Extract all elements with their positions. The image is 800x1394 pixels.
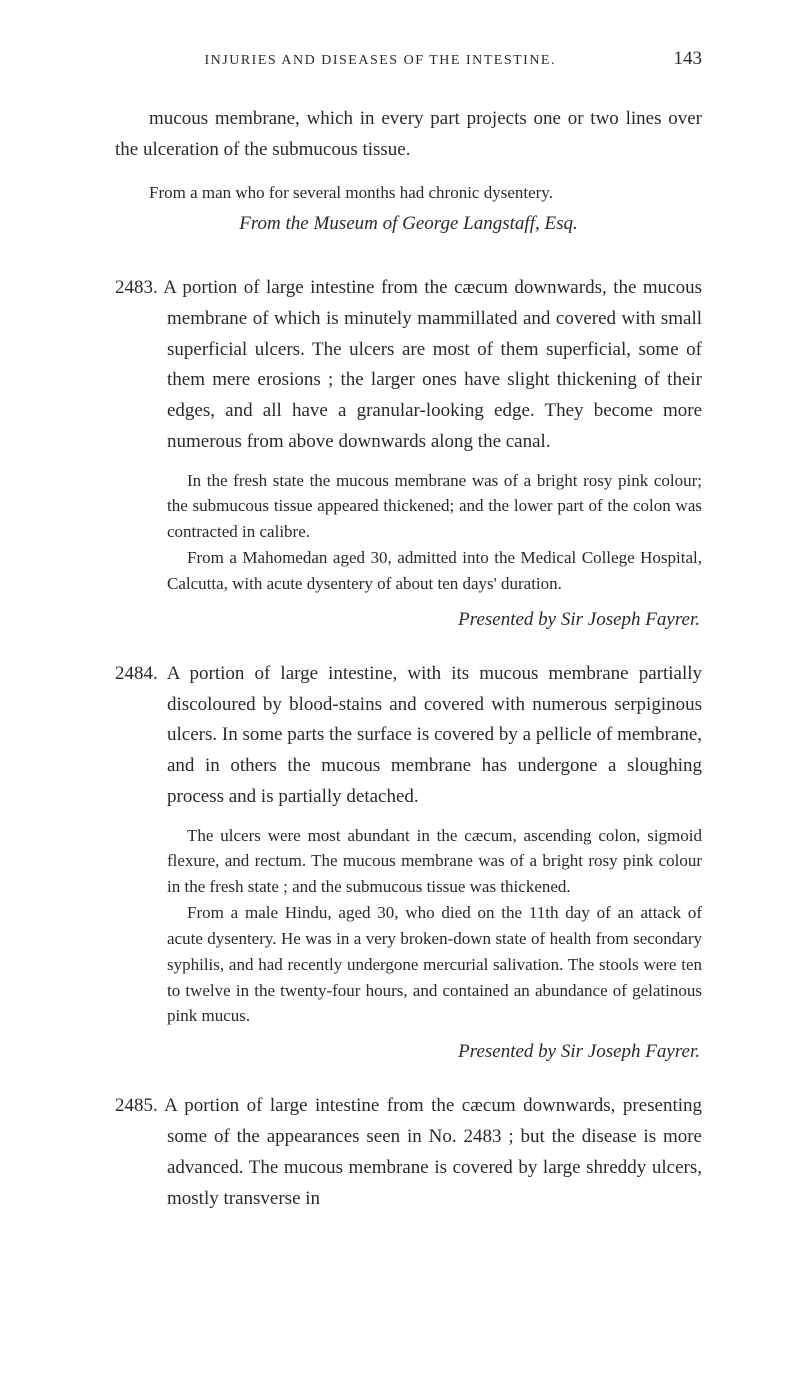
entry-small-1: In the fresh state the mucous membrane w…: [115, 468, 702, 545]
entry-text: A portion of large intestine from the cæ…: [163, 277, 702, 452]
entry-small-2: From a Mahomedan aged 30, admitted into …: [115, 545, 702, 597]
entry-small-1: The ulcers were most abundant in the cæc…: [115, 823, 702, 900]
page-number: 143: [674, 48, 703, 70]
continuation-text: mucous membrane, which in every part pro…: [115, 104, 702, 166]
entry-2484: 2484. A portion of large intestine, with…: [115, 659, 702, 1063]
entry-number: 2485.: [115, 1095, 158, 1116]
entry-2483: 2483. A portion of large intestine from …: [115, 273, 702, 631]
entry-small-2: From a male Hindu, aged 30, who died on …: [115, 900, 702, 1029]
entry-attribution: Presented by Sir Joseph Fayrer.: [115, 1041, 702, 1063]
entry-body: 2485. A portion of large intestine from …: [115, 1091, 702, 1214]
continuation-subtext: From a man who for several months had ch…: [115, 180, 702, 206]
continuation-attribution: From the Museum of George Langstaff, Esq…: [115, 213, 702, 235]
entry-number: 2484.: [115, 663, 158, 684]
entry-2485: 2485. A portion of large intestine from …: [115, 1091, 702, 1214]
entry-text: A portion of large intestine, with its m…: [167, 663, 702, 807]
page-header: INJURIES AND DISEASES OF THE INTESTINE. …: [115, 48, 702, 70]
entry-body: 2483. A portion of large intestine from …: [115, 273, 702, 458]
entry-number: 2483.: [115, 277, 158, 298]
entry-body: 2484. A portion of large intestine, with…: [115, 659, 702, 813]
entry-attribution: Presented by Sir Joseph Fayrer.: [115, 609, 702, 631]
entry-text: A portion of large intestine from the cæ…: [164, 1095, 702, 1208]
running-title: INJURIES AND DISEASES OF THE INTESTINE.: [115, 53, 646, 69]
